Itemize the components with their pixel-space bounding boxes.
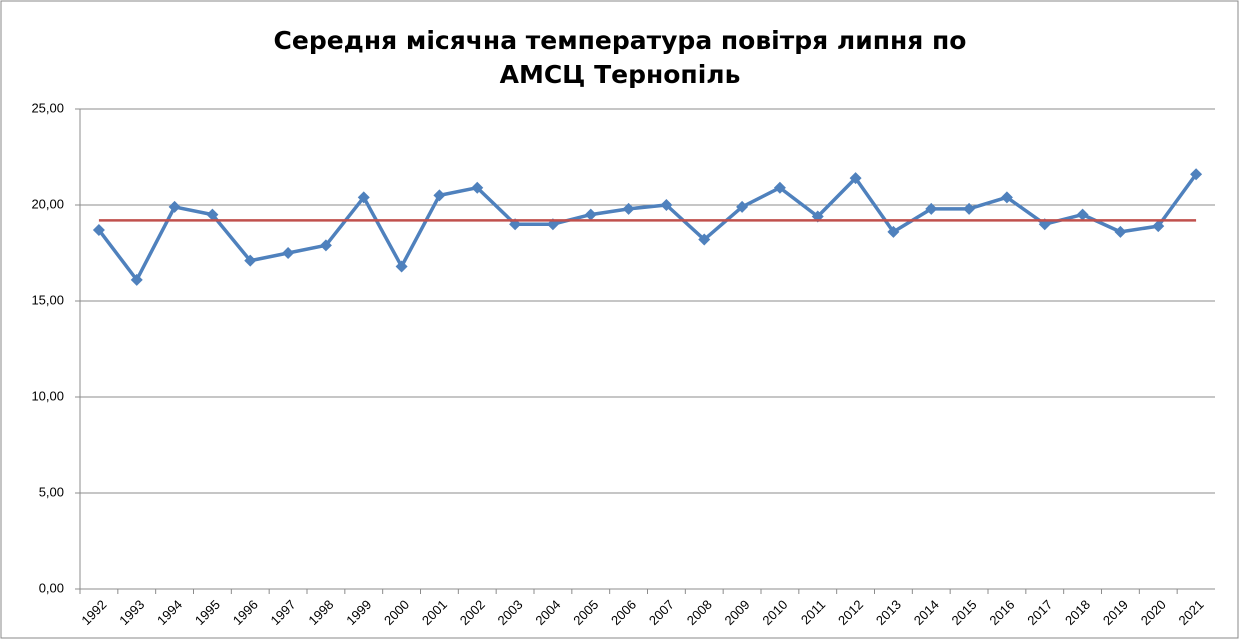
data-point (319, 239, 332, 252)
y-tick-label: 0,00 (39, 580, 64, 595)
data-point (282, 247, 295, 259)
data-point (887, 225, 900, 238)
chart-title: Середня місячна температура повітря липн… (274, 26, 967, 55)
data-point (433, 189, 446, 202)
data-point (206, 208, 219, 221)
data-point (1152, 220, 1165, 233)
data-point (963, 202, 976, 215)
data-point (736, 200, 749, 213)
data-point (698, 233, 711, 246)
data-point (1190, 168, 1203, 181)
y-tick-label: 5,00 (39, 484, 64, 499)
data-point (1000, 191, 1013, 204)
y-tick-label: 25,00 (31, 100, 64, 115)
line-series (97, 173, 1198, 282)
chart-title: АМСЦ Тернопіль (500, 60, 741, 89)
data-point (1076, 208, 1089, 221)
y-tick-label: 10,00 (31, 388, 64, 403)
y-tick-label: 15,00 (31, 292, 64, 307)
data-point (925, 202, 938, 215)
data-point (168, 200, 181, 213)
data-point (244, 254, 257, 267)
data-point (849, 172, 862, 185)
data-point (395, 260, 408, 273)
data-point (660, 199, 673, 211)
data-point (471, 181, 484, 194)
data-point (357, 191, 370, 204)
data-point (92, 223, 105, 236)
y-tick-label: 20,00 (31, 196, 64, 211)
data-point (130, 273, 143, 286)
data-point (584, 208, 597, 221)
data-point (622, 202, 635, 215)
data-point (773, 181, 786, 194)
data-point (1114, 225, 1127, 238)
